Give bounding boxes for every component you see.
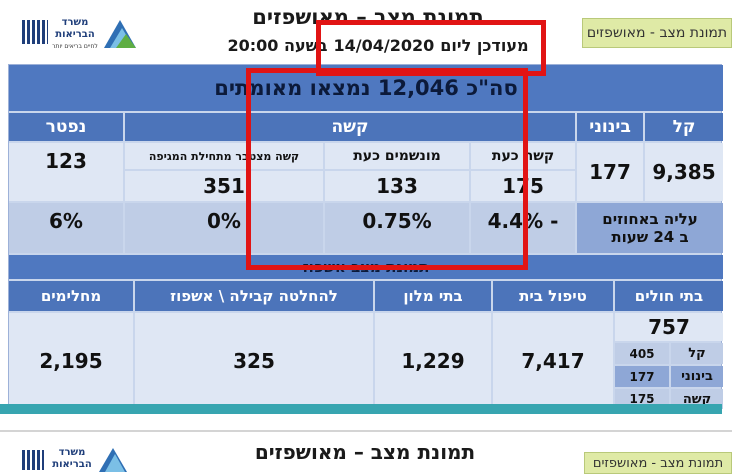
value-home-care: 7,417 xyxy=(493,313,613,409)
header-deceased: נפטר xyxy=(9,113,123,141)
rise-severe-cumulative: 0% xyxy=(125,203,323,253)
value-severe-cumulative: 351 xyxy=(125,171,323,201)
breakdown-moderate-label: בינוני xyxy=(671,366,723,387)
header-severe: קשה xyxy=(125,113,575,141)
value-hotels: 1,229 xyxy=(375,313,491,409)
page-title: תמונת מצב – מאושפזים xyxy=(252,5,484,29)
header-mild: קל xyxy=(645,113,723,141)
logo-text-1: משרד xyxy=(61,16,89,28)
status-panel: סה"כ 12,046 נמצאו מאומתים קל בינוני קשה … xyxy=(8,64,723,410)
value-ventilated-now: 133 xyxy=(325,171,469,201)
logo-mark-icon xyxy=(22,20,48,44)
value-moderate: 177 xyxy=(577,143,643,201)
logo-text-3: לחיים בריאים יותר xyxy=(52,42,98,50)
value-hospitals: 757 xyxy=(615,313,723,341)
logo-text-2: הבריאות xyxy=(55,28,95,40)
header-undecided: להחלטה קבילה \ אשפוז xyxy=(135,281,373,311)
subheader-ventilated-now: מונשמים כעת xyxy=(325,143,469,169)
header-recovered: מחלימים xyxy=(9,281,133,311)
header-hotels: בתי מלון xyxy=(375,281,491,311)
slide-top: משרד הבריאות לחיים בריאים יותר תמונת מצב… xyxy=(8,0,732,64)
rise-label-line-1: עליה באחוזים xyxy=(602,210,698,228)
breakdown-mild-value: 405 xyxy=(615,343,669,364)
rise-label-line-2: ב 24 שעות xyxy=(611,228,689,246)
section-tag: תמונת מצב - מאושפזים xyxy=(582,18,732,48)
ministry-logo-bottom: משרד הבריאות xyxy=(22,444,132,474)
updated-prefix: מעודכן ליום xyxy=(440,35,529,55)
header-home-care: טיפול בית xyxy=(493,281,613,311)
section-hospitalization-title: תמונת מצב אשפוז xyxy=(9,255,723,279)
value-recovered: 2,195 xyxy=(9,313,133,409)
value-deceased: 123 xyxy=(9,143,123,201)
header-hospitals: בתי חולים xyxy=(615,281,723,311)
subheader-severe-cumulative: קשה מצטבר מתחילת המגיפה xyxy=(125,143,323,169)
rise-ventilated-now: 0.75% xyxy=(325,203,469,253)
logo-bottom-text-2: הבריאות xyxy=(52,458,92,470)
ministry-logo: משרד הבריאות לחיים בריאים יותר xyxy=(22,16,142,56)
breakdown-mild-label: קל xyxy=(671,343,723,364)
updated-date: 14/04/2020 xyxy=(333,35,435,55)
logo-emblem-icon xyxy=(104,20,136,48)
page-title-bottom: תמונת מצב – מאושפזים xyxy=(254,440,476,464)
highlight-severe-box xyxy=(246,68,528,270)
updated-line: מעודכן ליום 14/04/2020 בשעה 20:00 xyxy=(198,34,558,56)
rise-deceased: 6% xyxy=(9,203,123,253)
logo-bottom-text-1: משרד xyxy=(58,446,86,458)
logo-emblem-bottom-icon xyxy=(99,448,127,472)
updated-time: בשעה 20:00 xyxy=(227,35,328,55)
highlight-date-box xyxy=(316,20,546,76)
header-moderate: בינוני xyxy=(577,113,643,141)
logo-mark-bottom-icon xyxy=(22,450,44,470)
rise-label: עליה באחוזים ב 24 שעות xyxy=(577,203,723,253)
value-undecided: 325 xyxy=(135,313,373,409)
breakdown-moderate-value: 177 xyxy=(615,366,669,387)
value-mild: 9,385 xyxy=(645,143,723,201)
slide-footer-strip xyxy=(0,404,722,414)
slide-bottom: משרד הבריאות תמונת מצב – מאושפזים תמונת … xyxy=(0,430,732,474)
section-tag-bottom: תמונת מצב - מאושפזים xyxy=(584,452,732,474)
